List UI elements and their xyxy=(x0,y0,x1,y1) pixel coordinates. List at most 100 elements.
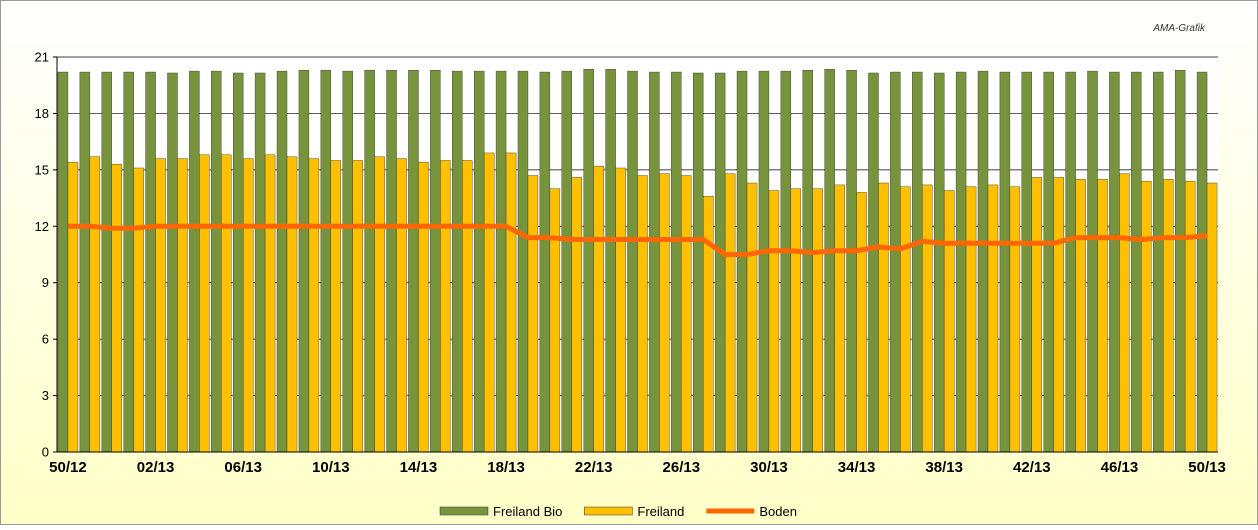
x-tick-label: 10/13 xyxy=(312,459,350,476)
bar xyxy=(890,71,901,453)
x-tick-label: 50/12 xyxy=(49,459,87,476)
bar xyxy=(286,156,298,453)
bar xyxy=(177,158,188,453)
bar xyxy=(539,71,551,453)
bar xyxy=(1174,69,1186,453)
bar xyxy=(846,69,857,453)
bar xyxy=(605,69,616,453)
x-tick-label: 30/13 xyxy=(750,459,788,476)
bar xyxy=(1163,179,1174,453)
bar xyxy=(123,71,134,453)
y-tick-label: 15 xyxy=(35,162,49,177)
bar xyxy=(922,184,933,453)
bar xyxy=(824,69,835,453)
bar xyxy=(1184,180,1196,453)
line xyxy=(68,223,1208,257)
bar xyxy=(473,70,485,453)
bar xyxy=(987,184,999,453)
bar xyxy=(933,72,945,453)
legend-swatch xyxy=(439,506,489,516)
bar xyxy=(342,70,353,453)
bar xyxy=(724,173,736,453)
bar xyxy=(1043,71,1054,453)
x-tick-label: 18/13 xyxy=(487,459,525,476)
bar xyxy=(1031,177,1043,453)
x-tick-label: 42/13 xyxy=(1013,459,1051,476)
bar xyxy=(1009,186,1021,453)
bar xyxy=(1097,179,1108,453)
bar xyxy=(517,70,529,453)
bar xyxy=(264,154,276,453)
bar xyxy=(89,156,101,453)
bar xyxy=(483,152,495,453)
bar xyxy=(462,160,473,453)
bar xyxy=(1141,180,1152,453)
bar xyxy=(780,70,792,453)
bar xyxy=(111,164,122,453)
bar xyxy=(856,192,867,453)
bar xyxy=(396,158,407,453)
bar xyxy=(57,71,69,453)
y-tick-label: 18 xyxy=(35,106,49,121)
bar xyxy=(452,70,463,453)
source-note: AMA-Grafik xyxy=(1152,23,1206,34)
bar xyxy=(1119,173,1130,453)
bar xyxy=(145,71,156,453)
x-tick-label: 02/13 xyxy=(137,459,175,476)
bar xyxy=(681,175,692,453)
bar xyxy=(1153,71,1164,453)
bar xyxy=(298,69,310,453)
bar xyxy=(1131,71,1142,453)
y-tick-label: 21 xyxy=(35,50,49,65)
bar xyxy=(746,182,758,453)
bar xyxy=(418,162,429,453)
bar xyxy=(440,160,451,453)
bar xyxy=(999,71,1011,453)
x-tick-label: 14/13 xyxy=(400,459,438,476)
bar xyxy=(802,69,813,453)
bar xyxy=(790,188,802,453)
bar xyxy=(79,71,91,453)
y-tick-label: 3 xyxy=(42,388,49,403)
bar xyxy=(693,72,704,453)
bar xyxy=(583,69,594,453)
bar xyxy=(1053,177,1064,453)
bar xyxy=(1075,179,1086,453)
bar xyxy=(352,160,363,453)
bar xyxy=(637,175,648,453)
x-tick-label: 38/13 xyxy=(925,459,963,476)
x-tick-label: 34/13 xyxy=(838,459,876,476)
bar xyxy=(330,160,342,453)
bar xyxy=(101,71,112,453)
bar xyxy=(812,188,823,453)
bar xyxy=(254,72,266,453)
bar xyxy=(364,69,375,453)
bar xyxy=(714,72,726,453)
y-tick-label: 12 xyxy=(35,219,49,234)
bar xyxy=(1065,71,1076,453)
bar xyxy=(943,190,955,453)
x-tick-label: 50/13 xyxy=(1188,459,1226,476)
x-tick-label: 46/13 xyxy=(1101,459,1139,476)
bar xyxy=(155,158,166,453)
bar xyxy=(505,152,517,453)
y-tick-label: 0 xyxy=(42,445,49,460)
bar xyxy=(561,70,572,453)
legend-label: Boden xyxy=(759,504,797,519)
bar xyxy=(1109,71,1120,453)
bar xyxy=(211,70,222,453)
bar xyxy=(671,71,682,453)
bar xyxy=(242,158,254,453)
bar xyxy=(1196,71,1208,453)
bar xyxy=(1021,71,1033,453)
bar xyxy=(408,69,419,453)
bar xyxy=(320,69,332,453)
bar xyxy=(276,70,288,453)
bar xyxy=(736,70,748,453)
bar xyxy=(965,186,977,453)
bar xyxy=(374,156,385,453)
bar xyxy=(659,173,670,453)
bar xyxy=(878,182,889,453)
y-tick-label: 6 xyxy=(42,332,49,347)
